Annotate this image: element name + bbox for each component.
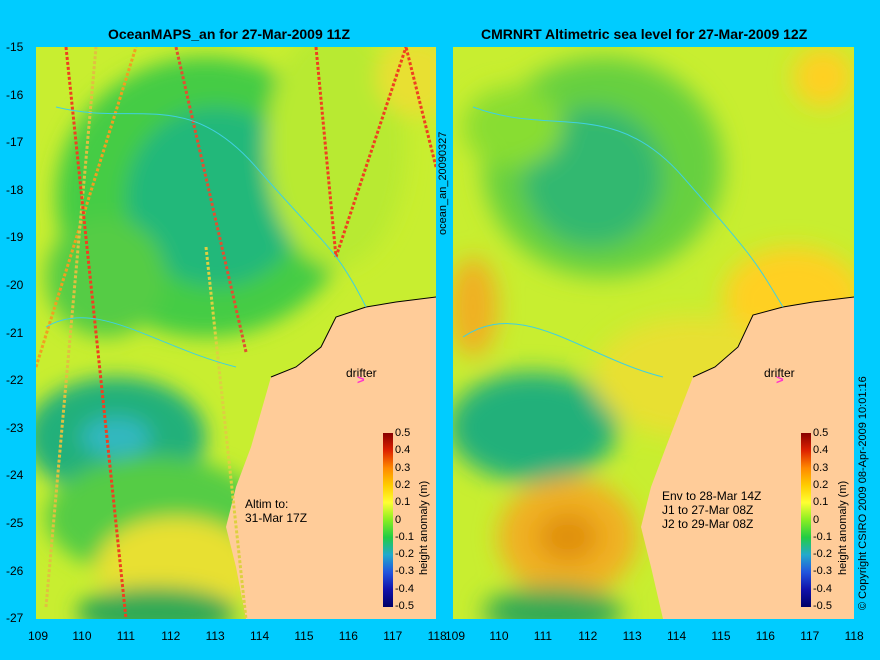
y-tick-label: -24	[6, 468, 24, 483]
x-tick-label: 110	[489, 629, 509, 643]
colorbar-tick-label: -0.5	[813, 600, 832, 612]
y-tick-label: -21	[6, 325, 24, 340]
x-tick-label: 109	[28, 629, 49, 643]
x-tick-label: 116	[338, 629, 358, 643]
x-tick-label: 114	[667, 629, 687, 643]
colorbar-tick-label: -0.5	[395, 600, 414, 612]
right-colorbar	[801, 433, 811, 607]
colorbar-tick-label: 0.3	[813, 461, 829, 474]
x-tick-label: 117	[800, 629, 820, 643]
right-drifter-marker: >	[776, 372, 784, 387]
colorbar-tick-label: 0.2	[395, 478, 411, 491]
y-tick-label: -22	[6, 373, 24, 388]
y-tick-label: -18	[6, 182, 24, 197]
left-note-line-1: Altim to:	[245, 497, 289, 511]
x-tick-label: 112	[161, 629, 181, 643]
x-tick-label: 110	[72, 629, 92, 643]
x-tick-label: 111	[116, 629, 136, 643]
x-tick-label: 118	[844, 629, 864, 643]
left-map-title: OceanMAPS_an for 27-Mar-2009 11Z	[108, 26, 350, 42]
colorbar-tick-label: 0.5	[395, 427, 411, 439]
x-tick-label: 109	[445, 629, 466, 643]
y-tick-label: -15	[6, 40, 24, 54]
colorbar-tick-label: -0.3	[813, 565, 832, 578]
right-map-panel	[453, 47, 854, 619]
right-drifter-label: drifter	[764, 366, 795, 380]
x-tick-label: 115	[711, 629, 731, 643]
left-drifter-marker: >	[357, 372, 365, 387]
right-map-title: CMRNRT Altimetric sea level for 27-Mar-2…	[481, 26, 808, 42]
y-tick-label: -27	[6, 611, 24, 626]
colorbar-tick-label: 0.5	[813, 427, 829, 439]
colorbar-tick-label: 0.3	[395, 461, 411, 474]
y-tick-label: -16	[6, 87, 24, 102]
left-note-line-2: 31-Mar 17Z	[245, 511, 308, 525]
y-tick-label: -23	[6, 420, 24, 435]
x-tick-label: 111	[533, 629, 553, 643]
copyright-label: © Copyright CSIRO 2009 08-Apr-2009 10:01…	[857, 376, 869, 610]
x-tick-label: 112	[578, 629, 598, 643]
left-drifter-label: drifter	[346, 366, 377, 380]
x-tick-label: 115	[294, 629, 314, 643]
colorbar-tick-label: 0.2	[813, 478, 829, 491]
colorbar-tick-label: -0.2	[813, 548, 832, 561]
colorbar-tick-label: -0.1	[813, 530, 832, 543]
y-tick-label: -19	[6, 230, 24, 245]
x-tick-label: 118	[427, 629, 447, 643]
y-tick-label: -26	[6, 563, 24, 578]
colorbar-tick-label: 0	[813, 513, 820, 526]
colorbar-tick-label: -0.2	[395, 548, 414, 561]
colorbar-tick-label: 0.4	[813, 444, 829, 457]
right-note-line-3: J2 to 29-Mar 08Z	[662, 517, 754, 531]
x-tick-label: 117	[383, 629, 403, 643]
y-tick-label: -17	[6, 135, 24, 150]
colorbar-tick-label: -0.4	[395, 582, 414, 595]
colorbar-tick-label: 0.1	[813, 496, 829, 509]
x-tick-label: 114	[250, 629, 270, 643]
left-map-panel	[36, 47, 436, 619]
colorbar-tick-label: -0.3	[395, 565, 414, 578]
right-colorbar-label: height anomaly (m)	[837, 480, 849, 575]
colorbar-tick-label: -0.1	[395, 530, 414, 543]
x-tick-label: 113	[205, 629, 225, 643]
colorbar-tick-label: 0.1	[395, 496, 411, 509]
colorbar-tick-label: 0.4	[395, 444, 411, 457]
y-tick-label: -20	[6, 278, 24, 292]
right-note-line-1: Env to 28-Mar 14Z	[662, 489, 762, 503]
y-tick-label: -25	[6, 516, 24, 530]
colorbar-tick-label: -0.4	[813, 582, 832, 595]
side-label-run-id: ocean_an_20090327	[437, 131, 449, 235]
right-note-line-2: J1 to 27-Mar 08Z	[662, 503, 754, 517]
left-colorbar-label: height anomaly (m)	[418, 480, 430, 575]
colorbar-tick-label: 0	[395, 513, 402, 526]
x-tick-label: 113	[622, 629, 642, 643]
x-tick-label: 116	[755, 629, 775, 643]
left-colorbar	[383, 433, 393, 607]
